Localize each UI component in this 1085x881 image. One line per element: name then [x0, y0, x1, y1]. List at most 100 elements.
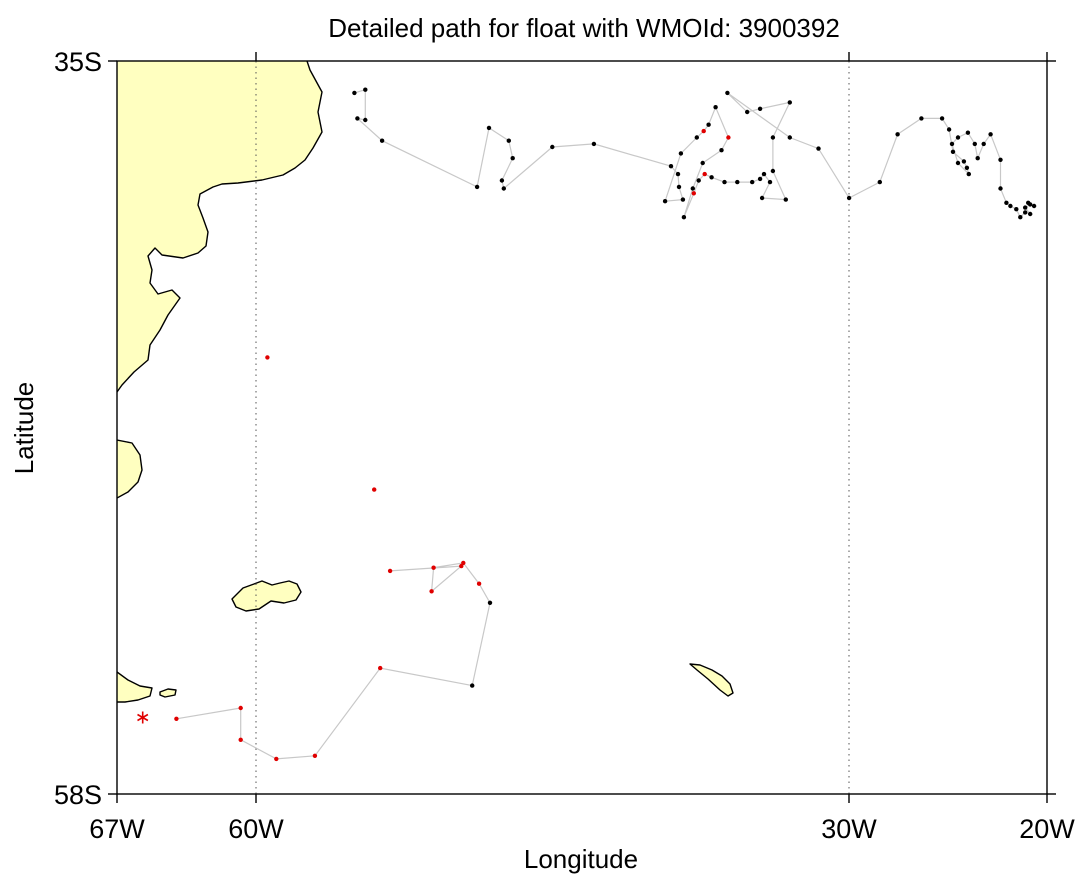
position-point: [770, 135, 776, 140]
position-point: [966, 171, 971, 177]
position-point: [757, 176, 763, 182]
position-point: [961, 159, 967, 164]
position-point: [965, 130, 971, 135]
position-point: [919, 116, 924, 121]
position-point: [972, 141, 977, 147]
position-point: [988, 132, 993, 137]
position-point: [722, 179, 727, 185]
track-segment-3: [354, 88, 1035, 219]
position-point: [265, 355, 270, 360]
position-point: [487, 600, 493, 605]
position-point: [757, 106, 763, 112]
position-point: [680, 197, 686, 202]
position-point: [955, 160, 961, 166]
position-point: [787, 100, 792, 105]
position-point: [726, 135, 731, 140]
position-point: [274, 756, 279, 762]
position-point: [378, 665, 383, 671]
y-tick-label-35s: 35S: [54, 47, 102, 77]
position-point: [238, 737, 243, 742]
x-tick-label-30w: 30W: [821, 814, 877, 844]
tick-marks: [108, 52, 1056, 803]
position-point: [761, 171, 767, 177]
position-point: [975, 156, 980, 161]
position-point: [675, 171, 681, 177]
position-point: [470, 683, 475, 688]
x-tick-label-60w: 60W: [228, 814, 284, 844]
position-point: [759, 195, 765, 201]
isla-de-los-estados: [159, 688, 177, 698]
position-point: [372, 487, 377, 492]
x-tick-label-67w: 67W: [89, 814, 145, 844]
position-point: [846, 195, 852, 201]
position-point: [998, 157, 1003, 162]
x-tick-labels: 67W 60W 30W 20W: [89, 814, 1075, 844]
position-point: [387, 568, 393, 574]
position-point: [1022, 210, 1028, 215]
position-point: [355, 116, 360, 121]
position-point: [696, 178, 701, 183]
position-point: [767, 179, 773, 185]
position-point: [719, 148, 724, 153]
y-tick-labels: 35S 58S: [54, 47, 102, 810]
position-point: [474, 184, 480, 190]
position-point: [459, 563, 464, 569]
position-point: [725, 90, 730, 96]
deployment-asterisk-stroke: [137, 713, 149, 722]
position-point: [363, 117, 368, 123]
position-point: [678, 151, 684, 156]
position-point: [709, 175, 714, 180]
position-point: [681, 215, 687, 220]
position-point: [745, 109, 750, 115]
position-point: [1022, 205, 1028, 210]
position-point: [750, 179, 755, 185]
y-tick-label-58s: 58S: [54, 780, 102, 810]
x-axis-label: Longitude: [524, 844, 638, 874]
position-point: [363, 87, 368, 92]
position-point: [981, 141, 986, 147]
position-point: [770, 168, 776, 174]
position-point: [964, 165, 970, 170]
position-point: [429, 589, 434, 594]
position-point: [735, 179, 740, 185]
position-point: [1031, 203, 1037, 209]
position-point: [1026, 200, 1031, 205]
position-point: [352, 90, 357, 96]
x-tick-label-20w: 20W: [1019, 814, 1075, 844]
y-axis-label: Latitude: [9, 382, 39, 475]
position-point: [787, 135, 792, 140]
position-point: [676, 184, 682, 190]
position-point: [702, 171, 707, 177]
float-positions: [174, 87, 1037, 762]
deployment-asterisk-icon: [137, 711, 149, 724]
track-segment-0: [176, 562, 491, 760]
meridian-gridlines: [255, 61, 850, 794]
position-point: [690, 186, 695, 191]
position-point: [1004, 200, 1009, 205]
float-trajectory: [176, 88, 1035, 760]
position-point: [501, 186, 506, 191]
position-point: [174, 716, 179, 721]
position-point: [998, 186, 1003, 191]
position-point: [877, 179, 882, 185]
position-point: [946, 127, 952, 132]
position-point: [668, 164, 674, 169]
position-point: [506, 138, 511, 143]
position-point: [706, 122, 711, 127]
position-point: [499, 178, 505, 183]
south-georgia-island: [689, 663, 734, 697]
position-point: [713, 105, 718, 110]
land-layer: [117, 61, 323, 703]
south-america-lower-coast: [117, 439, 143, 499]
position-point: [510, 156, 515, 161]
south-america-coast: [117, 61, 323, 393]
position-point: [895, 132, 900, 137]
position-point: [939, 116, 945, 121]
plot-frame: [116, 60, 1048, 795]
position-point: [700, 160, 705, 166]
position-point: [238, 705, 243, 711]
position-point: [950, 149, 956, 154]
position-point: [1018, 215, 1023, 220]
position-point: [701, 128, 706, 134]
